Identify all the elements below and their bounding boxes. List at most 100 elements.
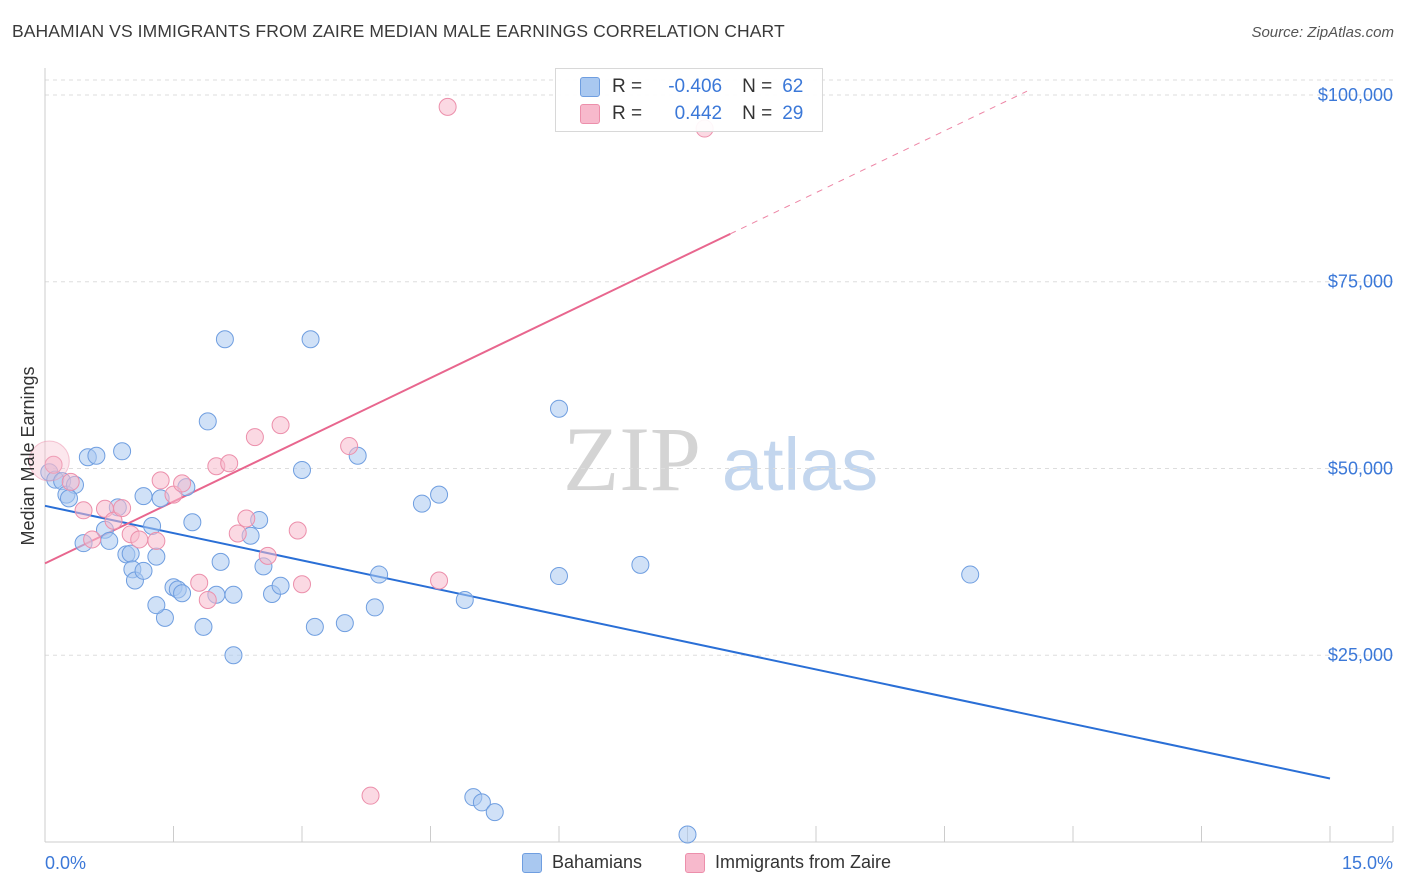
bahamian-point	[678, 825, 697, 844]
chart-title: BAHAMIAN VS IMMIGRANTS FROM ZAIRE MEDIAN…	[12, 21, 785, 41]
r-label: R =	[612, 76, 643, 97]
zaire-point	[113, 499, 132, 518]
y-tick-label: $100,000	[1318, 85, 1393, 105]
legend-item-zaire: Immigrants from Zaire	[685, 852, 891, 873]
bahamian-point	[631, 555, 650, 574]
bahamian-point	[485, 803, 504, 822]
bahamian-point	[100, 531, 119, 550]
bahamian-point	[155, 608, 174, 627]
zaire-point	[198, 590, 217, 609]
zaire-point	[130, 530, 149, 549]
data-points	[28, 97, 980, 844]
zaire-cluster-point	[28, 440, 70, 482]
bahamian-point	[455, 590, 474, 609]
stats-row-zaire: R = 0.442 N = 29	[580, 101, 803, 127]
n-value: 29	[782, 103, 804, 124]
y-tick-label: $25,000	[1328, 645, 1393, 665]
y-tick-label: $50,000	[1328, 458, 1393, 478]
bahamian-point	[472, 793, 491, 812]
bahamian-point	[113, 442, 132, 461]
bahamian-point	[173, 584, 192, 603]
trend-lines	[44, 90, 1331, 780]
y-tick-label: $75,000	[1328, 272, 1393, 292]
watermark: ZIP atlas	[563, 408, 878, 510]
y-axis-title: Median Male Earnings	[18, 366, 38, 545]
bahamian-point	[211, 552, 230, 571]
bahamian-point	[550, 399, 568, 418]
zaire-point	[237, 509, 256, 528]
r-value: 0.442	[674, 103, 723, 124]
bahamian-point	[87, 446, 106, 465]
bahamian-point	[412, 494, 431, 513]
n-label: N =	[742, 103, 773, 124]
watermark-atlas: atlas	[722, 423, 878, 506]
zaire-point	[228, 524, 247, 543]
stats-legend: R = -0.406 N = 62 R = 0.442 N = 29	[555, 68, 823, 132]
bahamian-point	[305, 617, 324, 636]
tick-labels: $25,000 $50,000 $75,000 $100,000 0.0% 15.0% Me…	[18, 85, 1393, 873]
bahamian-point	[194, 617, 213, 636]
zaire-point	[104, 511, 123, 530]
zaire-point	[173, 474, 192, 493]
n-label: N =	[742, 76, 773, 97]
r-label: R =	[612, 103, 643, 124]
legend-swatch-blue	[522, 852, 542, 873]
bahamian-point	[224, 585, 243, 604]
zaire-point	[288, 521, 307, 540]
bahamian-point	[301, 330, 320, 349]
watermark-zip: ZIP	[563, 408, 701, 510]
stats-row-bahamians: R = -0.406 N = 62	[580, 74, 803, 100]
bahamian-point	[271, 576, 290, 595]
zaire-point	[147, 531, 166, 550]
bottom-legend: Bahamians Immigrants from Zaire	[0, 850, 1406, 880]
bahamian-point	[335, 614, 354, 633]
gridlines	[45, 79, 1393, 656]
zaire-point	[438, 97, 457, 116]
bahamian-point	[134, 561, 153, 580]
bahamian-point	[370, 565, 389, 584]
zaire-point	[293, 575, 311, 594]
bahamian-point	[134, 487, 153, 506]
bahamian-point	[550, 567, 568, 586]
zaire-point	[220, 454, 239, 473]
r-value: -0.406	[668, 76, 723, 97]
zaire-point	[74, 501, 93, 520]
bahamian-point	[215, 330, 234, 349]
zaire-point	[430, 571, 449, 590]
bahamian-point	[147, 547, 166, 566]
bahamian-point	[430, 485, 449, 504]
zaire-point	[258, 546, 277, 565]
legend-item-bahamians: Bahamians	[522, 852, 642, 873]
zaire-point	[190, 573, 209, 592]
zaire-point	[83, 530, 102, 549]
legend-label: Bahamians	[552, 852, 643, 872]
bahamian-point	[365, 598, 384, 617]
x-tick-label: 15.0%	[1342, 853, 1393, 873]
source-label: Source: ZipAtlas.com	[1251, 24, 1394, 41]
bahamian-trend-line	[44, 504, 1331, 780]
bahamian-point	[143, 516, 162, 535]
bahamian-point	[147, 596, 166, 615]
zaire-point	[151, 471, 170, 490]
zaire-point	[245, 428, 264, 447]
zaire-point	[271, 416, 290, 435]
blue-swatch	[580, 77, 600, 97]
n-value: 62	[782, 76, 804, 97]
zaire-point	[61, 472, 80, 491]
bahamian-point	[293, 460, 311, 479]
bahamian-point	[961, 565, 980, 584]
legend-swatch-pink	[685, 852, 705, 873]
bahamian-point	[198, 412, 217, 431]
bahamian-point	[224, 646, 243, 665]
legend-label: Immigrants from Zaire	[715, 852, 892, 872]
zaire-point	[340, 437, 359, 456]
zaire-point	[44, 455, 63, 474]
pink-swatch	[580, 104, 600, 124]
bahamian-point	[59, 489, 78, 508]
axes	[44, 68, 1394, 843]
zaire-point	[361, 786, 380, 805]
x-tick-label: 0.0%	[45, 853, 86, 873]
zaire-trend-line	[44, 232, 731, 565]
bahamian-point	[183, 513, 202, 532]
